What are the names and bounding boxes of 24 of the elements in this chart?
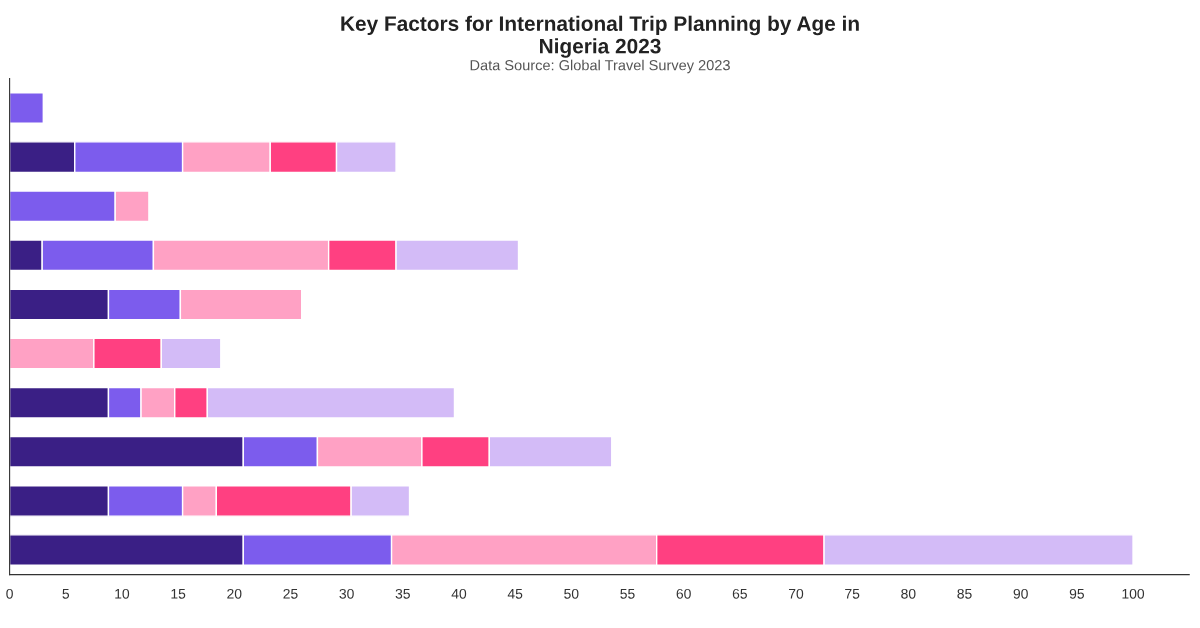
- x-tick-label: 20: [227, 588, 242, 599]
- x-tick-label: 55: [620, 589, 635, 599]
- chart-subtitle: Data Source: Global Travel Survey 2023: [470, 59, 730, 74]
- x-tick-label: 70: [788, 588, 804, 599]
- x-tick-label: 10: [115, 588, 130, 599]
- x-tick-label: 40: [451, 588, 467, 599]
- x-tick-label: 35: [395, 588, 410, 599]
- x-tick-label: 45: [507, 589, 523, 599]
- x-tick-label: 25: [283, 588, 298, 599]
- x-tick-label: 80: [901, 588, 916, 599]
- x-tick-label: 60: [676, 588, 691, 599]
- x-tick-label: 30: [339, 588, 354, 599]
- x-tick-label: 85: [957, 588, 972, 599]
- x-tick-label: 5: [62, 589, 70, 599]
- x-tick-label: 50: [564, 588, 579, 599]
- x-tick-label: 15: [171, 589, 186, 599]
- x-tick-label: 65: [732, 588, 747, 599]
- bar: [9, 92, 44, 124]
- x-tick-label: 100: [1122, 588, 1145, 599]
- x-tick-label: 95: [1069, 588, 1084, 599]
- x-tick-label: 75: [845, 589, 860, 599]
- x-tick-label: 90: [1013, 588, 1028, 599]
- x-tick-label: 0: [6, 588, 13, 599]
- chart-title: Key Factors for International Trip Planning by Age in Nigeria 2023: [341, 15, 859, 58]
